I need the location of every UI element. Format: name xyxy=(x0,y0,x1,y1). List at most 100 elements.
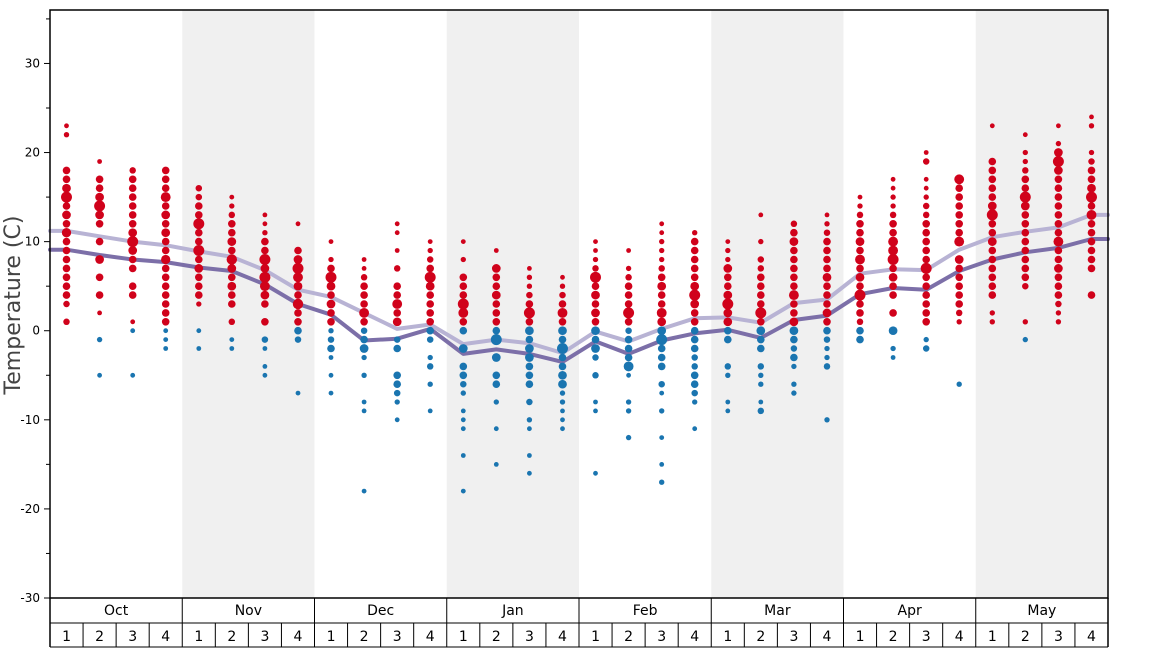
warm-point xyxy=(790,300,798,308)
week-label: 3 xyxy=(657,629,666,645)
warm-point xyxy=(195,291,203,299)
cold-point xyxy=(557,343,568,354)
warm-point xyxy=(954,174,965,185)
cold-point xyxy=(328,355,334,360)
warm-point xyxy=(592,265,599,272)
warm-point xyxy=(459,273,468,282)
cold-point xyxy=(623,361,634,372)
cold-point xyxy=(593,470,598,476)
warm-point xyxy=(127,236,139,248)
week-label: 2 xyxy=(492,629,501,645)
warm-point xyxy=(922,291,930,299)
warm-point xyxy=(62,210,71,220)
warm-point xyxy=(823,255,831,264)
cold-point xyxy=(560,408,565,414)
warm-point xyxy=(526,291,533,299)
warm-point xyxy=(855,254,865,265)
cold-point xyxy=(361,399,367,405)
cold-point xyxy=(658,380,665,388)
warm-point xyxy=(128,184,137,192)
cold-point xyxy=(163,328,169,334)
cold-point xyxy=(327,344,335,353)
warm-point xyxy=(325,271,337,283)
warm-point xyxy=(758,212,764,218)
warm-point xyxy=(659,247,665,254)
warm-point xyxy=(95,175,104,184)
warm-point xyxy=(624,282,633,291)
warm-point xyxy=(492,273,501,282)
warm-point xyxy=(988,157,997,166)
warm-point xyxy=(62,175,71,184)
warm-point xyxy=(690,273,699,282)
warm-point xyxy=(986,209,998,221)
warm-point xyxy=(888,245,899,256)
cold-point xyxy=(790,345,798,352)
shade-nov xyxy=(182,10,315,598)
warm-point xyxy=(593,239,598,245)
month-label-jan: Jan xyxy=(501,603,524,619)
cold-point xyxy=(361,408,367,414)
warm-point xyxy=(659,256,665,263)
week-label: 1 xyxy=(62,629,71,645)
warm-point xyxy=(1054,228,1063,237)
cold-point xyxy=(591,344,600,353)
cold-point xyxy=(591,335,600,344)
warm-point xyxy=(227,264,237,273)
warm-point xyxy=(923,185,929,191)
warm-point xyxy=(1053,236,1064,247)
warm-point xyxy=(62,237,71,246)
warm-point xyxy=(1087,166,1096,175)
warm-point xyxy=(394,248,400,253)
week-label: 4 xyxy=(690,629,699,645)
warm-point xyxy=(922,237,930,246)
cold-point xyxy=(625,327,632,334)
cold-point xyxy=(97,372,102,378)
warm-point xyxy=(1019,191,1031,203)
cold-point xyxy=(560,426,565,432)
month-label-nov: Nov xyxy=(235,603,262,619)
warm-point xyxy=(922,318,930,326)
warm-point xyxy=(459,318,468,326)
warm-point xyxy=(757,273,765,282)
warm-point xyxy=(923,150,929,155)
warm-point xyxy=(659,230,665,236)
warm-point xyxy=(294,291,302,299)
warm-point xyxy=(525,300,534,308)
cold-point xyxy=(525,335,534,344)
warm-point xyxy=(161,210,171,220)
warm-point xyxy=(725,256,731,263)
warm-point xyxy=(393,309,402,317)
warm-point xyxy=(63,318,70,326)
warm-point xyxy=(161,291,170,299)
warm-point xyxy=(128,291,137,299)
warm-point xyxy=(1087,202,1096,210)
warm-point xyxy=(128,264,137,273)
cold-point xyxy=(690,335,699,344)
warm-point xyxy=(922,246,930,255)
warm-point xyxy=(592,256,599,263)
warm-point xyxy=(1087,175,1096,184)
warm-point xyxy=(1055,140,1062,147)
cold-point xyxy=(592,354,599,361)
warm-point xyxy=(1054,264,1063,273)
cold-point xyxy=(888,326,898,336)
warm-point xyxy=(658,265,665,272)
warm-point xyxy=(922,211,930,219)
warm-point xyxy=(62,273,71,282)
warm-point xyxy=(1056,123,1061,129)
week-label: 2 xyxy=(95,629,104,645)
warm-point xyxy=(426,309,435,317)
week-label: 2 xyxy=(227,629,236,645)
warm-point xyxy=(261,237,269,246)
warm-point xyxy=(690,246,699,255)
warm-point xyxy=(161,166,170,175)
warm-point xyxy=(95,192,104,202)
warm-point xyxy=(262,230,268,236)
week-label: 1 xyxy=(591,629,600,645)
warm-point xyxy=(95,273,104,282)
cold-point xyxy=(359,344,369,353)
warm-point xyxy=(95,291,104,299)
week-label: 3 xyxy=(393,629,402,645)
cold-point xyxy=(824,345,830,352)
cold-point xyxy=(558,353,567,362)
